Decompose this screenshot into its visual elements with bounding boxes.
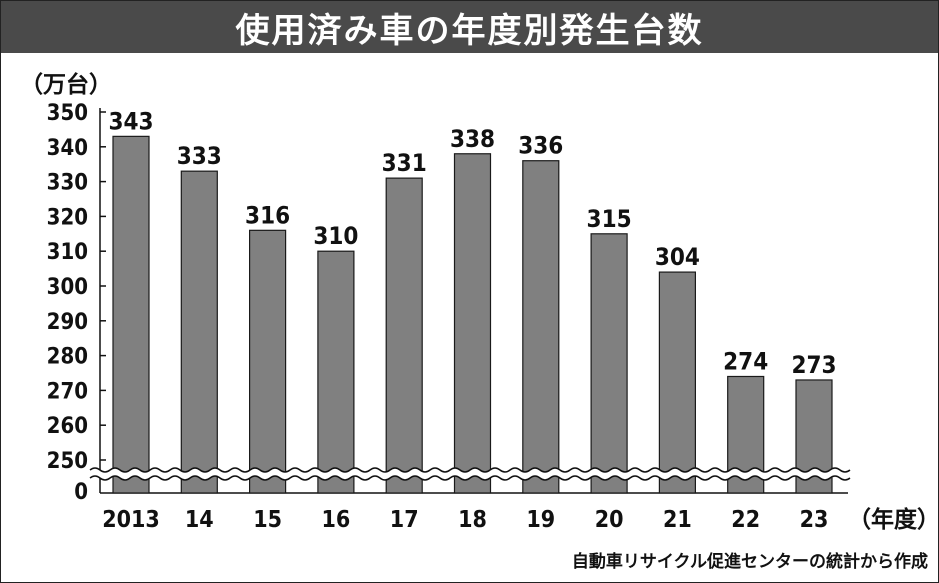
y-tick-label: 340 (47, 136, 88, 161)
bar-14 (180, 170, 218, 494)
bar-21 (658, 271, 697, 494)
y-tick-label: 300 (47, 275, 88, 300)
axis-break-band (90, 468, 850, 480)
value-label-18: 338 (450, 125, 495, 153)
y-tick-label: 320 (47, 205, 88, 230)
y-tick-label: 280 (47, 345, 88, 370)
x-tick-label-21: 21 (663, 507, 692, 533)
bar-2013 (112, 135, 150, 494)
source-note: 自動車リサイクル促進センターの統計から作成 (572, 551, 928, 572)
y-tick-label-zero: 0 (74, 480, 88, 505)
value-label-19: 336 (518, 132, 563, 160)
y-tick-label: 270 (47, 379, 88, 404)
axis-break-line-lower (89, 475, 851, 481)
y-tick-label: 260 (47, 414, 88, 439)
chart-title: 使用済み車の年度別発生台数 (1, 1, 938, 53)
value-label-22: 274 (723, 347, 768, 375)
y-tick-label: 350 (47, 101, 88, 126)
x-tick-label-22: 22 (731, 507, 760, 533)
value-label-17: 331 (382, 149, 427, 177)
x-tick-label-2013: 2013 (102, 507, 160, 533)
x-tick-label-14: 14 (185, 507, 214, 533)
x-tick-label-16: 16 (322, 507, 351, 533)
bar-17 (385, 177, 423, 494)
x-tick-label-15: 15 (253, 507, 282, 533)
y-tick-label: 330 (47, 171, 88, 196)
x-tick-label-17: 17 (390, 507, 419, 533)
y-axis-label: （万台） (20, 71, 112, 98)
value-label-21: 304 (655, 243, 700, 271)
bar-20 (590, 233, 628, 494)
y-tick-label: 310 (47, 240, 88, 265)
x-tick-label-18: 18 (458, 507, 487, 533)
value-label-2013: 343 (108, 107, 153, 135)
bar-19 (522, 160, 560, 494)
x-tick-label-23: 23 (800, 507, 829, 533)
bar-15 (249, 229, 287, 494)
value-label-15: 316 (245, 201, 290, 229)
value-label-14: 333 (177, 142, 222, 170)
value-label-20: 315 (587, 205, 632, 233)
y-tick-label: 290 (47, 310, 88, 335)
x-tick-label-20: 20 (595, 507, 624, 533)
x-tick-label-19: 19 (526, 507, 555, 533)
bar-16 (317, 250, 355, 494)
value-label-16: 310 (313, 222, 358, 250)
value-label-23: 273 (791, 351, 836, 379)
bar-18 (453, 153, 492, 494)
y-tick-label: 250 (47, 449, 88, 474)
x-axis-label: （年度） (848, 506, 939, 533)
axis-break-line-upper (89, 467, 851, 473)
